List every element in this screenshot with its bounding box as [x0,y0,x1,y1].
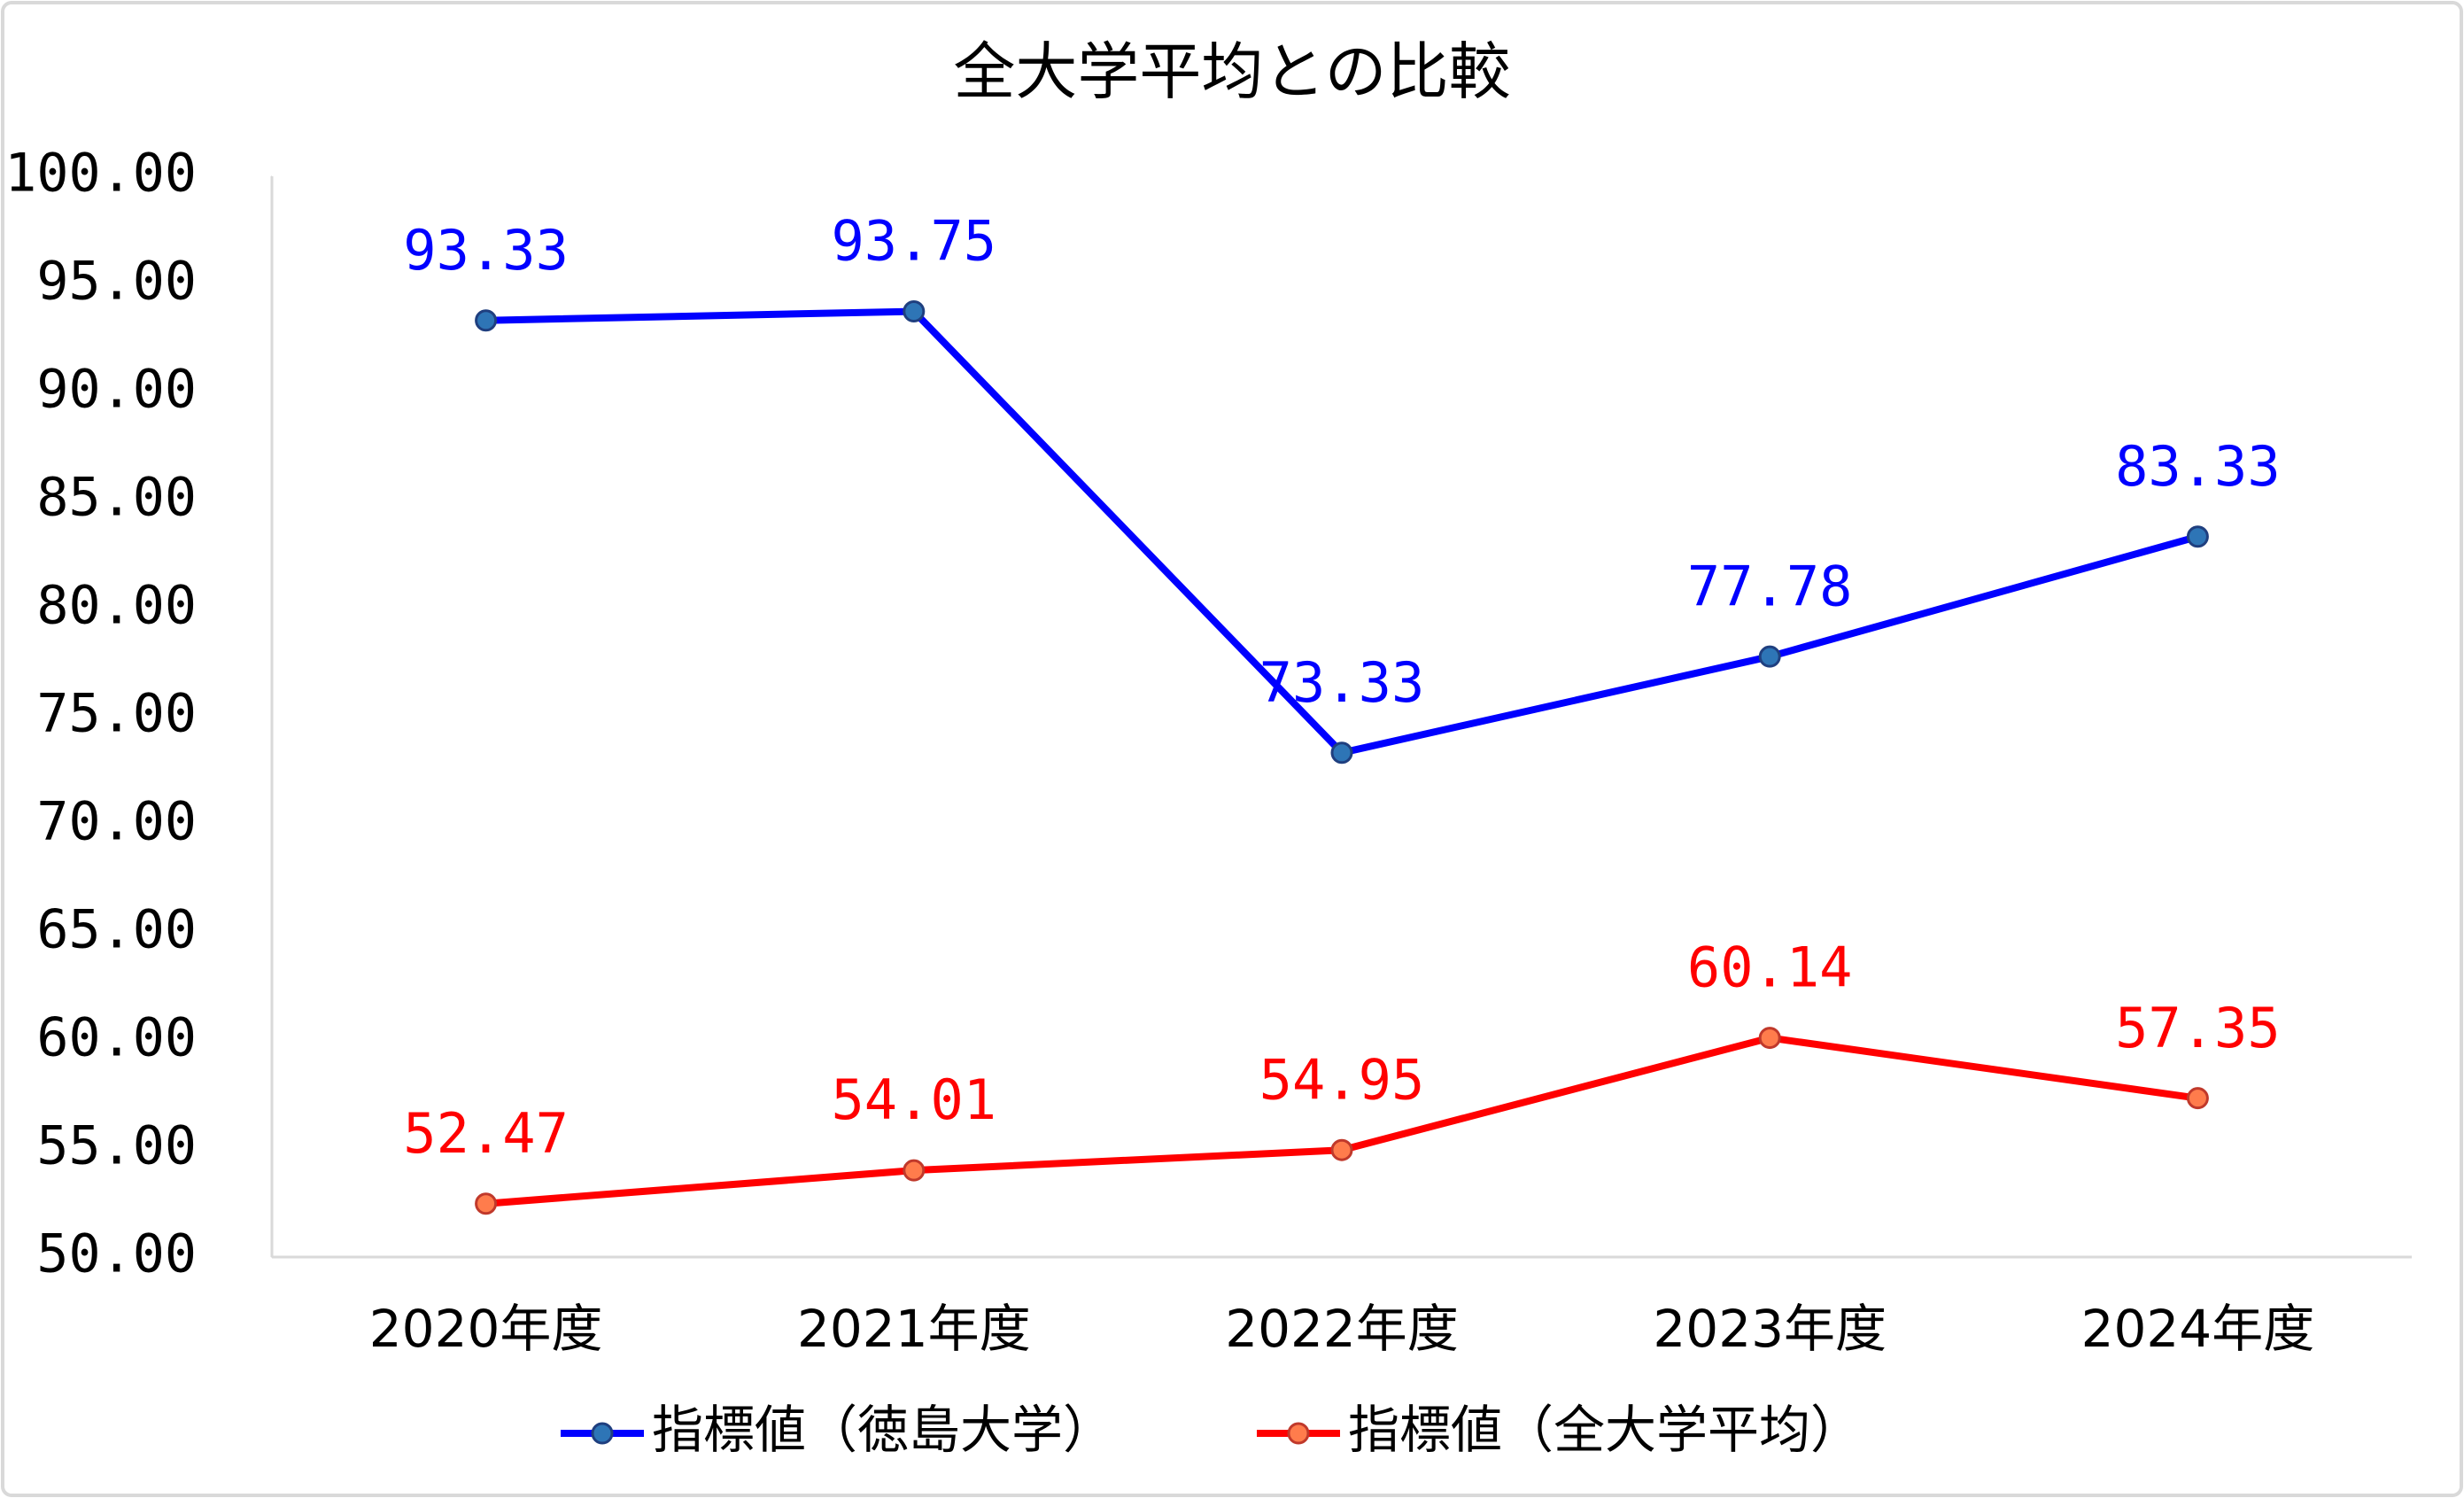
x-tick-label: 2024年度 [2081,1299,2315,1359]
marker [1758,1027,1781,1050]
x-tick-label: 2022年度 [1225,1299,1459,1359]
value-label: 60.14 [1687,935,1853,1000]
y-tick-label: 55.00 [36,1115,197,1177]
y-tick-label: 70.00 [36,791,197,853]
y-tick-label: 90.00 [36,359,197,421]
y-tick-label: 60.00 [36,1007,197,1069]
value-label: 93.75 [831,209,996,274]
x-tick-label: 2021年度 [797,1299,1031,1359]
x-tick-label: 2023年度 [1653,1299,1887,1359]
marker [1330,741,1353,765]
marker [2186,1087,2209,1110]
legend-marker [591,1422,614,1445]
y-tick-label: 80.00 [36,575,197,637]
x-tick-label: 2020年度 [369,1299,603,1359]
y-tick-label: 85.00 [36,467,197,529]
y-tick-label: 50.00 [36,1223,197,1285]
value-label: 77.78 [1687,554,1853,618]
value-label: 93.33 [403,218,569,283]
marker [475,309,498,332]
marker [475,1192,498,1215]
value-label: 54.95 [1259,1047,1425,1112]
y-tick-label: 100.00 [4,143,197,205]
marker [2186,525,2209,548]
marker [1330,1138,1353,1161]
value-label: 83.33 [2115,434,2281,499]
y-tick-label: 95.00 [36,251,197,313]
legend-marker [1287,1422,1310,1445]
value-label: 73.33 [1259,650,1425,715]
value-label: 54.01 [831,1067,996,1132]
value-label: 57.35 [2115,996,2281,1060]
value-label: 52.47 [403,1101,569,1166]
chart-title: 全大学平均との比較 [953,35,1510,108]
y-tick-label: 65.00 [36,899,197,961]
legend-label: 指標値（徳島大学） [652,1400,1114,1460]
marker [903,1159,926,1182]
legend-label: 指標値（全大学平均） [1348,1400,1862,1460]
y-tick-label: 75.00 [36,683,197,745]
marker [1758,645,1781,668]
marker [903,300,926,322]
